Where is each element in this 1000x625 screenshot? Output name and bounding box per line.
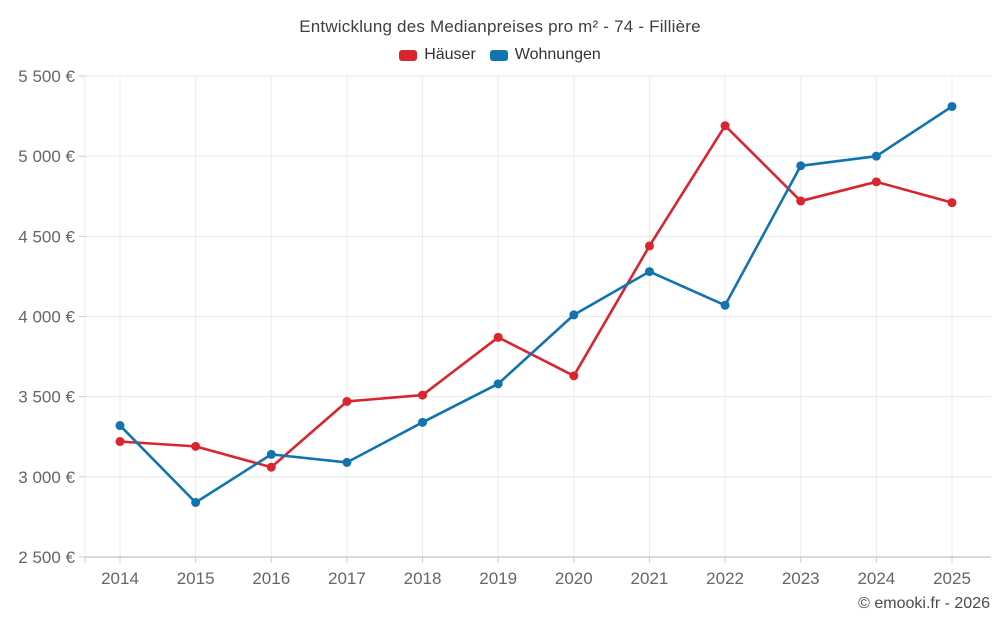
svg-text:2020: 2020 (555, 569, 593, 588)
svg-text:3 500 €: 3 500 € (18, 388, 75, 407)
svg-text:2017: 2017 (328, 569, 366, 588)
svg-text:2019: 2019 (479, 569, 517, 588)
chart-title: Entwicklung des Medianpreises pro m² - 7… (299, 17, 701, 36)
svg-text:2025: 2025 (933, 569, 971, 588)
credit-text: © emooki.fr - 2026 (858, 595, 990, 612)
legend-item-wohnungen[interactable]: Wohnungen (489, 46, 601, 64)
svg-text:3 000 €: 3 000 € (18, 468, 75, 487)
svg-text:2023: 2023 (782, 569, 820, 588)
svg-text:5 500 €: 5 500 € (18, 67, 75, 86)
svg-text:2 500 €: 2 500 € (18, 548, 75, 567)
svg-text:2024: 2024 (857, 569, 895, 588)
legend-swatch-hauser (399, 49, 418, 61)
legend: Häuser Wohnungen (0, 46, 1000, 64)
svg-text:2016: 2016 (252, 569, 290, 588)
legend-swatch-wohnungen (489, 49, 508, 61)
legend-label-hauser: Häuser (424, 46, 476, 63)
legend-item-hauser[interactable]: Häuser (399, 46, 476, 64)
svg-text:2022: 2022 (706, 569, 744, 588)
legend-label-wohnungen: Wohnungen (514, 46, 601, 63)
svg-text:2021: 2021 (631, 569, 669, 588)
svg-text:2018: 2018 (404, 569, 442, 588)
svg-text:2015: 2015 (177, 569, 215, 588)
svg-text:4 000 €: 4 000 € (18, 308, 75, 327)
svg-text:2014: 2014 (101, 569, 139, 588)
svg-text:4 500 €: 4 500 € (18, 227, 75, 246)
svg-text:5 000 €: 5 000 € (18, 147, 75, 166)
